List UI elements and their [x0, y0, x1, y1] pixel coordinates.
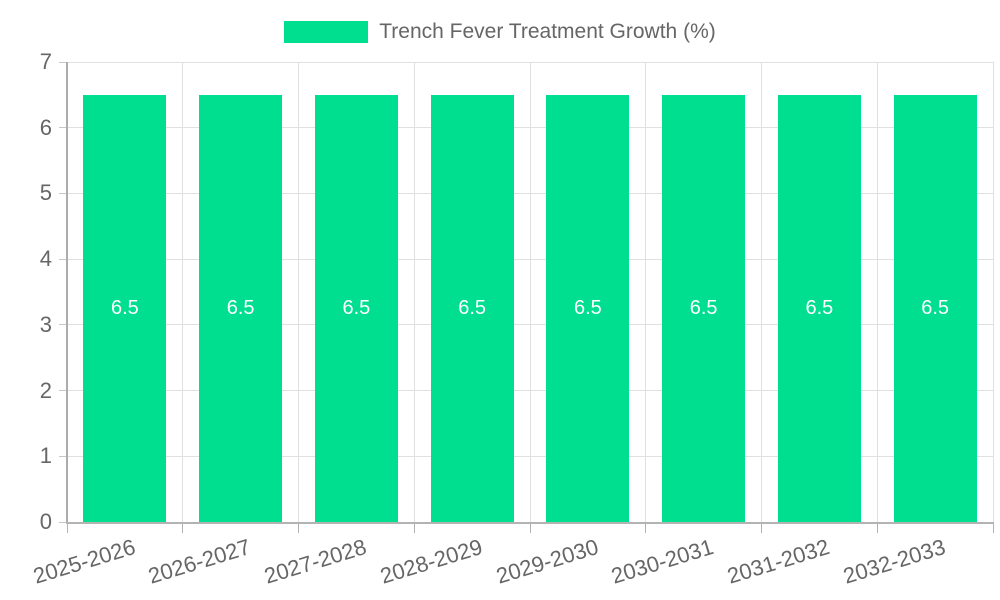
bar-2025-2026[interactable]: [83, 94, 167, 522]
x-axis-tick: [66, 522, 68, 533]
x-axis-tick: [876, 522, 878, 533]
x-gridline: [298, 62, 299, 522]
x-axis-tick: [761, 522, 762, 533]
x-gridline: [182, 62, 184, 522]
bar-2028-2029[interactable]: [430, 94, 514, 522]
bar-value-label: 6.5: [921, 297, 950, 320]
x-axis-tick: [645, 522, 647, 533]
x-gridline: [876, 62, 878, 522]
x-gridline: [645, 62, 647, 522]
y-axis-tick: [59, 61, 67, 63]
bar-2032-2033[interactable]: [893, 94, 977, 522]
x-axis-label: 2025-2026: [29, 534, 138, 589]
y-axis-tick: [59, 455, 67, 457]
x-axis-label: 2031-2032: [724, 534, 833, 589]
legend[interactable]: Trench Fever Treatment Growth (%): [0, 20, 1000, 44]
bar-2027-2028[interactable]: [314, 94, 398, 522]
x-axis-label: 2032-2033: [840, 534, 949, 589]
x-axis-tick: [992, 522, 994, 533]
x-axis-label: 2028-2029: [377, 534, 486, 589]
bar-value-label: 6.5: [226, 297, 255, 320]
legend-swatch-icon: [284, 21, 369, 43]
x-axis-tick: [529, 522, 531, 533]
y-axis-label: 4: [39, 246, 52, 272]
bar-value-label: 6.5: [342, 297, 371, 320]
y-axis-tick: [59, 258, 67, 260]
legend-label: Trench Fever Treatment Growth (%): [379, 20, 716, 43]
bar-value-label: 6.5: [573, 297, 602, 320]
x-axis-tick: [182, 522, 184, 533]
y-axis-label: 0: [39, 509, 52, 534]
bar-2030-2031[interactable]: [662, 94, 746, 522]
bar-value-label: 6.5: [458, 297, 487, 320]
y-axis-label: 6: [39, 114, 52, 140]
y-axis-label: 7: [39, 49, 52, 74]
x-axis-label: 2030-2031: [608, 534, 717, 589]
bar-value-label: 6.5: [110, 297, 139, 320]
x-axis-tick: [298, 522, 299, 533]
y-axis-label: 1: [39, 443, 52, 469]
bar-value-label: 6.5: [689, 297, 718, 320]
y-axis-tick: [59, 324, 67, 326]
y-axis-tick: [59, 390, 67, 392]
x-gridline: [992, 62, 994, 522]
x-axis-label: 2029-2030: [492, 534, 601, 589]
bar-2031-2032[interactable]: [777, 94, 861, 522]
y-axis-label: 2: [39, 377, 52, 403]
y-axis-tick: [59, 521, 67, 523]
x-axis-tick: [413, 522, 415, 533]
y-axis-label: 5: [39, 180, 52, 206]
bar-value-label: 6.5: [805, 297, 834, 320]
y-axis-tick: [59, 192, 67, 194]
y-axis-label: 3: [39, 311, 52, 337]
x-gridline: [529, 62, 531, 522]
y-axis-line: [66, 62, 68, 524]
x-gridline: [413, 62, 415, 522]
x-axis-label: 2026-2027: [145, 534, 254, 589]
bar-2029-2030[interactable]: [546, 94, 630, 522]
x-gridline: [761, 62, 762, 522]
x-axis-line: [66, 522, 994, 524]
y-axis-tick: [59, 127, 67, 129]
x-axis-label: 2027-2028: [261, 534, 370, 589]
bar-2026-2027[interactable]: [199, 94, 283, 522]
